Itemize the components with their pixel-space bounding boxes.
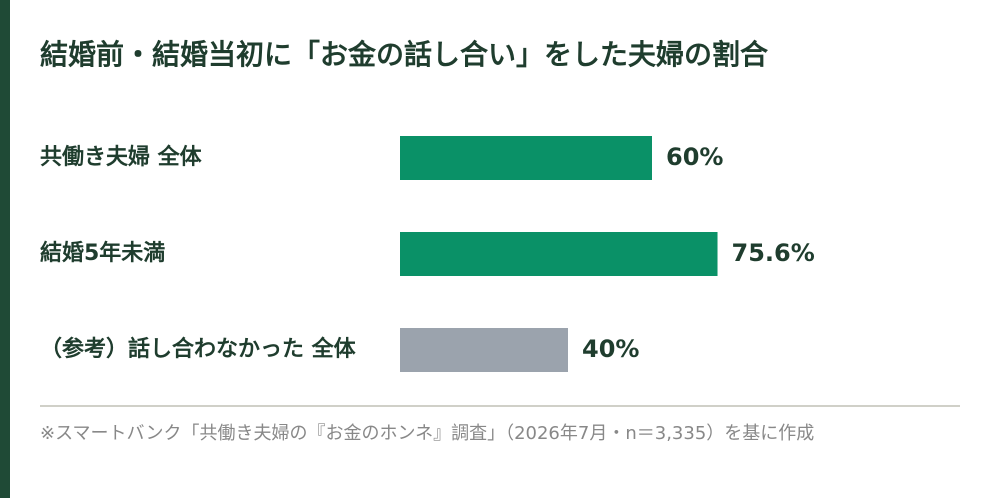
category-label: 結婚5年未満	[40, 240, 165, 266]
bar	[400, 232, 718, 276]
chart-title: 結婚前・結婚当初に「お金の話し合い」をした夫婦の割合	[40, 38, 769, 71]
accent-stripe	[0, 0, 10, 498]
value-label: 75.6%	[732, 239, 815, 267]
value-label: 40%	[582, 335, 639, 363]
bar	[400, 136, 652, 180]
bar	[400, 328, 568, 372]
source-note: ※スマートバンク「共働き夫婦の『お金のホンネ』調査」（2026年7月・n＝3,3…	[40, 423, 814, 444]
category-label: （参考）話し合わなかった 全体	[40, 336, 357, 362]
category-label: 共働き夫婦 全体	[40, 144, 203, 170]
value-label: 60%	[666, 143, 723, 171]
